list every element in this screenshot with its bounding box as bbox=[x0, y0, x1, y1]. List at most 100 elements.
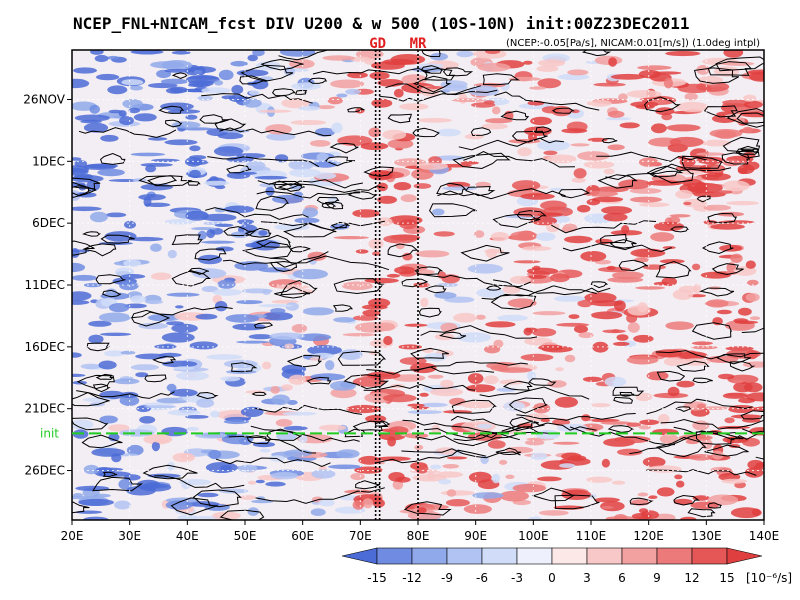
shade-cell bbox=[97, 168, 125, 177]
shade-cell bbox=[581, 414, 591, 422]
shade-cell bbox=[318, 465, 327, 471]
shade-cell bbox=[607, 110, 625, 118]
contour-line bbox=[306, 376, 332, 385]
shade-cell bbox=[480, 455, 489, 465]
contour-line bbox=[244, 227, 272, 238]
contour-line bbox=[699, 287, 735, 297]
shade-cell bbox=[120, 350, 136, 355]
contour-line bbox=[420, 325, 538, 339]
contour-line bbox=[363, 166, 394, 177]
contour-line bbox=[501, 420, 597, 432]
y-tick-label: 1DEC bbox=[32, 154, 65, 168]
contour-line bbox=[102, 289, 122, 298]
shade-cell bbox=[626, 422, 641, 427]
contour-line bbox=[597, 174, 638, 189]
shade-cell bbox=[130, 364, 159, 371]
shade-cell bbox=[577, 204, 591, 213]
shade-cell bbox=[185, 210, 209, 221]
shade-cell bbox=[72, 262, 86, 273]
shade-cell bbox=[697, 75, 724, 85]
shade-cell bbox=[655, 349, 683, 358]
contour-line bbox=[72, 177, 101, 190]
shade-cell bbox=[352, 209, 380, 218]
contour-line bbox=[707, 61, 753, 76]
contour-line bbox=[516, 413, 636, 421]
shade-cell bbox=[476, 288, 505, 298]
shade-cell bbox=[98, 312, 131, 323]
contour-line bbox=[721, 152, 751, 165]
colorbar-swatch bbox=[691, 547, 728, 565]
x-tick-label: 90E bbox=[464, 529, 487, 543]
contour-line bbox=[387, 243, 419, 258]
shade-cell bbox=[509, 275, 532, 284]
shade-cell bbox=[456, 332, 492, 343]
contour-line bbox=[599, 233, 628, 244]
contour-line bbox=[214, 118, 247, 131]
shade-cell bbox=[580, 250, 607, 262]
contour-line bbox=[78, 127, 177, 138]
contour-line bbox=[736, 112, 764, 124]
shade-cell bbox=[669, 136, 704, 148]
shade-cell bbox=[230, 60, 248, 67]
shade-cell bbox=[368, 127, 382, 138]
shade-cell bbox=[271, 394, 291, 406]
shade-cell bbox=[399, 103, 429, 111]
shade-cell bbox=[139, 416, 156, 424]
contour-line bbox=[673, 426, 761, 441]
shade-cell bbox=[536, 232, 556, 241]
shade-cell bbox=[283, 449, 313, 457]
x-tick-label: 130E bbox=[691, 529, 722, 543]
shade-cell bbox=[124, 303, 147, 309]
shade-cell bbox=[424, 353, 447, 362]
x-tick-label: 80E bbox=[407, 529, 430, 543]
shade-cell bbox=[747, 279, 759, 286]
x-tick-label: 100E bbox=[518, 529, 549, 543]
shade-cell bbox=[746, 392, 764, 402]
shade-cell bbox=[475, 181, 491, 188]
shade-cell bbox=[288, 374, 307, 385]
shade-cell bbox=[162, 360, 198, 368]
shade-cell bbox=[382, 394, 417, 403]
shade-cell bbox=[564, 235, 593, 244]
shade-cell bbox=[355, 249, 369, 254]
shade-cell bbox=[72, 352, 82, 358]
chart-subtitle: (NCEP:-0.05[Pa/s], NICAM:0.01[m/s]) (1.0… bbox=[506, 38, 760, 49]
shade-cell bbox=[266, 132, 296, 141]
contour-line bbox=[347, 107, 366, 113]
shade-cell bbox=[118, 478, 133, 490]
shade-cell bbox=[716, 309, 732, 315]
shade-cell bbox=[490, 232, 509, 242]
shade-cell bbox=[298, 106, 321, 111]
shade-cell bbox=[431, 424, 441, 435]
shade-cell bbox=[322, 55, 356, 61]
shade-cell bbox=[344, 489, 374, 494]
shade-cell bbox=[171, 323, 198, 333]
shade-cell bbox=[662, 246, 676, 250]
shade-cell bbox=[104, 350, 125, 357]
shade-cell bbox=[537, 59, 566, 67]
contour-line bbox=[230, 362, 258, 373]
contour-line bbox=[693, 67, 740, 84]
shade-cell bbox=[676, 101, 709, 112]
shade-cell bbox=[119, 281, 139, 291]
shade-cell bbox=[676, 480, 685, 488]
contour-line bbox=[187, 180, 201, 186]
shade-cell bbox=[536, 65, 559, 72]
contour-line bbox=[531, 487, 574, 502]
shade-cell bbox=[113, 378, 140, 385]
shade-cell bbox=[615, 435, 651, 444]
shade-cell bbox=[726, 200, 759, 206]
shade-cell bbox=[78, 498, 114, 506]
shade-cell bbox=[371, 98, 393, 108]
shade-cell bbox=[72, 373, 86, 377]
shade-cell bbox=[678, 351, 708, 360]
colorbar-swatch bbox=[551, 547, 588, 565]
shade-cell bbox=[420, 297, 429, 308]
shade-cell bbox=[610, 73, 646, 80]
x-tick-label: 60E bbox=[291, 529, 314, 543]
shade-cell bbox=[724, 417, 735, 424]
contour-line bbox=[609, 239, 637, 249]
contour-line bbox=[100, 152, 126, 165]
shade-cell bbox=[745, 260, 756, 269]
shade-cell bbox=[605, 117, 632, 121]
